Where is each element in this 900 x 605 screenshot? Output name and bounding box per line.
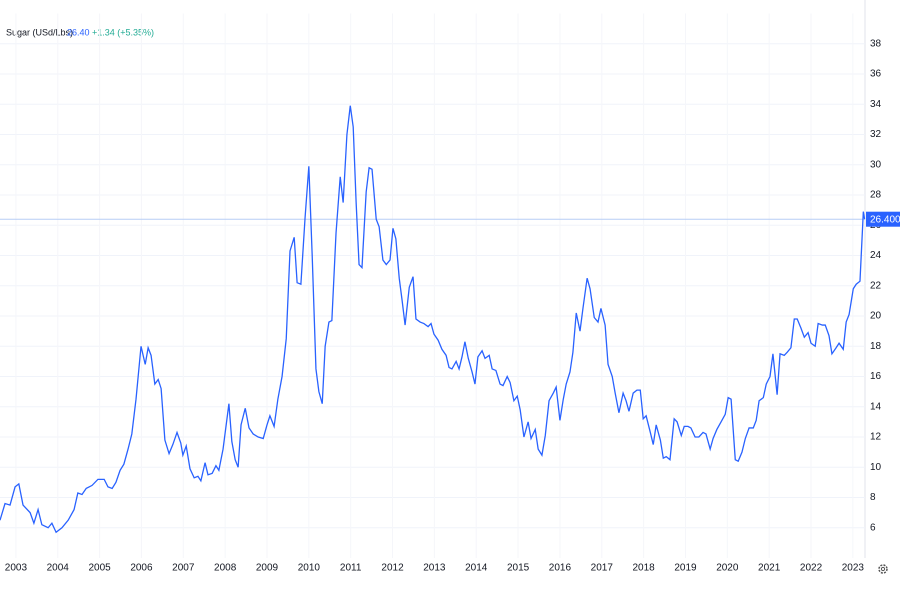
price-line bbox=[0, 105, 866, 534]
grid bbox=[0, 13, 865, 558]
last-price-badge bbox=[866, 211, 900, 227]
x-tick-label: 2005 bbox=[88, 563, 111, 574]
x-tick-label: 2023 bbox=[842, 563, 865, 574]
x-tick-label: 2010 bbox=[298, 563, 321, 574]
chart-title: Sugar (USd/Lbs) bbox=[6, 27, 73, 37]
y-tick-label: 6 bbox=[870, 522, 876, 533]
y-tick-label: 14 bbox=[870, 401, 882, 412]
x-tick-label: 2007 bbox=[172, 563, 195, 574]
x-tick-label: 2009 bbox=[256, 563, 279, 574]
settings-icon[interactable] bbox=[878, 564, 888, 574]
y-tick-label: 30 bbox=[870, 159, 882, 170]
y-tick-label: 18 bbox=[870, 341, 882, 352]
x-tick-label: 2022 bbox=[800, 563, 823, 574]
x-tick-label: 2008 bbox=[214, 563, 237, 574]
x-tick-label: 2003 bbox=[5, 563, 28, 574]
y-tick-label: 8 bbox=[870, 492, 876, 503]
y-tick-label: 16 bbox=[870, 371, 882, 382]
x-tick-label: 2020 bbox=[716, 563, 739, 574]
x-tick-label: 2004 bbox=[47, 563, 70, 574]
y-tick-label: 32 bbox=[870, 129, 882, 140]
x-tick-label: 2011 bbox=[340, 563, 362, 574]
y-tick-label: 38 bbox=[870, 38, 882, 49]
y-tick-label: 36 bbox=[870, 69, 882, 80]
last-price: 26.40 bbox=[67, 27, 90, 37]
x-tick-label: 2015 bbox=[507, 563, 530, 574]
y-tick-label: 20 bbox=[870, 311, 882, 322]
x-tick-label: 2021 bbox=[758, 563, 781, 574]
y-tick-label: 34 bbox=[870, 99, 882, 110]
y-tick-label: 24 bbox=[870, 250, 882, 261]
x-tick-label: 2013 bbox=[423, 563, 446, 574]
y-tick-label: 12 bbox=[870, 432, 882, 443]
y-tick-label: 28 bbox=[870, 190, 882, 201]
y-tick-label: 10 bbox=[870, 462, 882, 473]
y-tick-label: 22 bbox=[870, 280, 882, 291]
price-change: +1.34 (+5.35%) bbox=[92, 27, 154, 37]
last-price-label: 26.400 bbox=[870, 214, 900, 225]
x-tick-label: 2014 bbox=[465, 563, 488, 574]
x-tick-label: 2019 bbox=[674, 563, 697, 574]
x-tick-label: 2012 bbox=[381, 563, 404, 574]
x-tick-label: 2006 bbox=[130, 563, 153, 574]
x-tick-label: 2016 bbox=[549, 563, 572, 574]
x-tick-label: 2018 bbox=[632, 563, 655, 574]
x-tick-label: 2017 bbox=[591, 563, 614, 574]
